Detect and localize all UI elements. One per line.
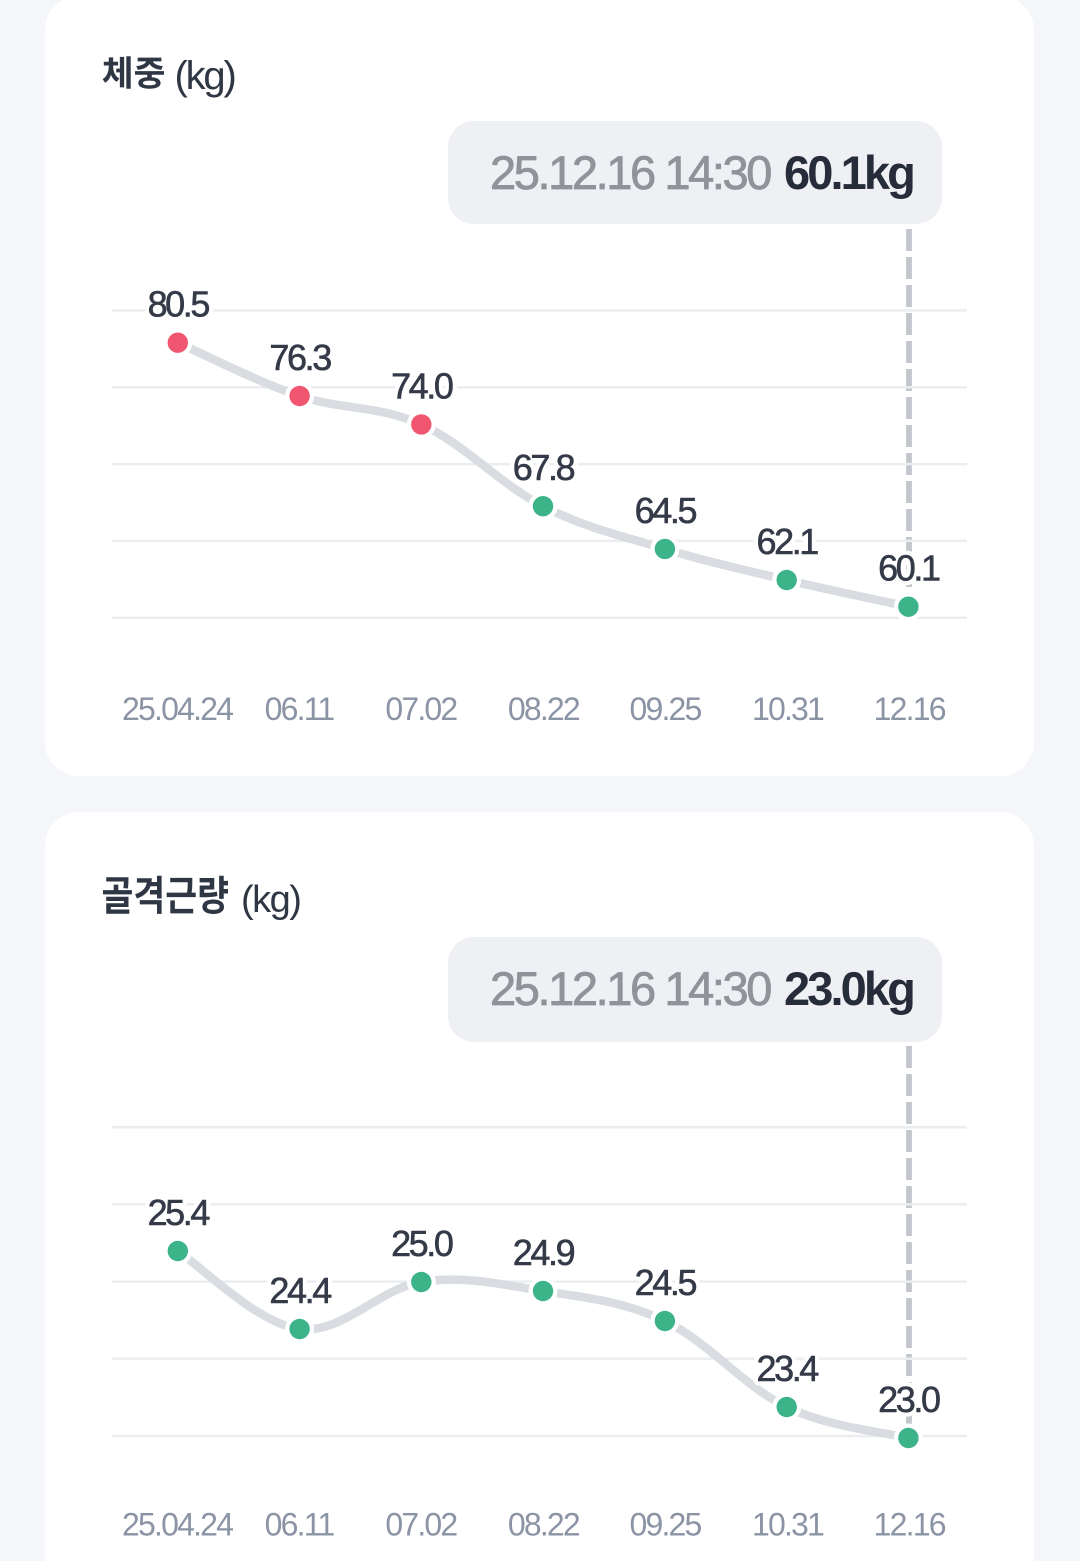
- svg-text:23.4: 23.4: [756, 1348, 818, 1389]
- svg-text:80.5: 80.5: [148, 284, 210, 325]
- svg-text:06.11: 06.11: [265, 691, 335, 727]
- svg-text:23.0kg: 23.0kg: [784, 962, 913, 1015]
- svg-text:25.4: 25.4: [148, 1192, 210, 1233]
- svg-text:23.4: 23.4: [756, 1348, 818, 1389]
- svg-text:24.4: 24.4: [269, 1270, 331, 1311]
- svg-text:25.04.24: 25.04.24: [122, 691, 233, 727]
- svg-text:07.02: 07.02: [385, 691, 457, 727]
- svg-text:07.02: 07.02: [385, 1507, 457, 1543]
- svg-text:23.0: 23.0: [878, 1379, 940, 1420]
- svg-text:62.1: 62.1: [756, 521, 818, 562]
- svg-text:24.5: 24.5: [635, 1262, 697, 1303]
- svg-text:10.31: 10.31: [752, 691, 824, 727]
- svg-text:(kg): (kg): [175, 54, 235, 98]
- svg-text:62.1: 62.1: [756, 521, 818, 562]
- svg-text:64.5: 64.5: [635, 490, 697, 531]
- svg-text:25.12.16 14:30: 25.12.16 14:30: [490, 962, 771, 1015]
- svg-text:25.0: 25.0: [391, 1223, 453, 1264]
- svg-text:67.8: 67.8: [513, 447, 575, 488]
- svg-text:12.16: 12.16: [874, 1507, 946, 1543]
- svg-text:74.0: 74.0: [391, 365, 453, 406]
- svg-text:10.31: 10.31: [752, 1507, 824, 1543]
- svg-text:76.3: 76.3: [269, 337, 331, 378]
- svg-text:24.5: 24.5: [635, 1262, 697, 1303]
- svg-text:60.1: 60.1: [878, 548, 940, 589]
- svg-text:60.1kg: 60.1kg: [784, 146, 913, 199]
- svg-text:08.22: 08.22: [508, 691, 580, 727]
- svg-text:08.22: 08.22: [508, 1507, 580, 1543]
- svg-text:24.9: 24.9: [513, 1232, 575, 1273]
- svg-text:06.11: 06.11: [265, 1507, 335, 1543]
- svg-text:25.04.24: 25.04.24: [122, 1507, 233, 1543]
- svg-text:67.8: 67.8: [513, 447, 575, 488]
- svg-text:09.25: 09.25: [629, 1507, 701, 1543]
- svg-text:24.9: 24.9: [513, 1232, 575, 1273]
- svg-text:64.5: 64.5: [635, 490, 697, 531]
- svg-text:12.16: 12.16: [874, 691, 946, 727]
- svg-text:25.0: 25.0: [391, 1223, 453, 1264]
- svg-text:23.0: 23.0: [878, 1379, 940, 1420]
- svg-text:25.4: 25.4: [148, 1192, 210, 1233]
- svg-text:(kg): (kg): [241, 879, 300, 921]
- svg-text:80.5: 80.5: [148, 284, 210, 325]
- svg-text:76.3: 76.3: [269, 337, 331, 378]
- svg-text:74.0: 74.0: [391, 365, 453, 406]
- svg-text:25.12.16 14:30: 25.12.16 14:30: [490, 146, 771, 199]
- svg-text:09.25: 09.25: [629, 691, 701, 727]
- svg-text:60.1: 60.1: [878, 548, 940, 589]
- svg-text:24.4: 24.4: [269, 1270, 331, 1311]
